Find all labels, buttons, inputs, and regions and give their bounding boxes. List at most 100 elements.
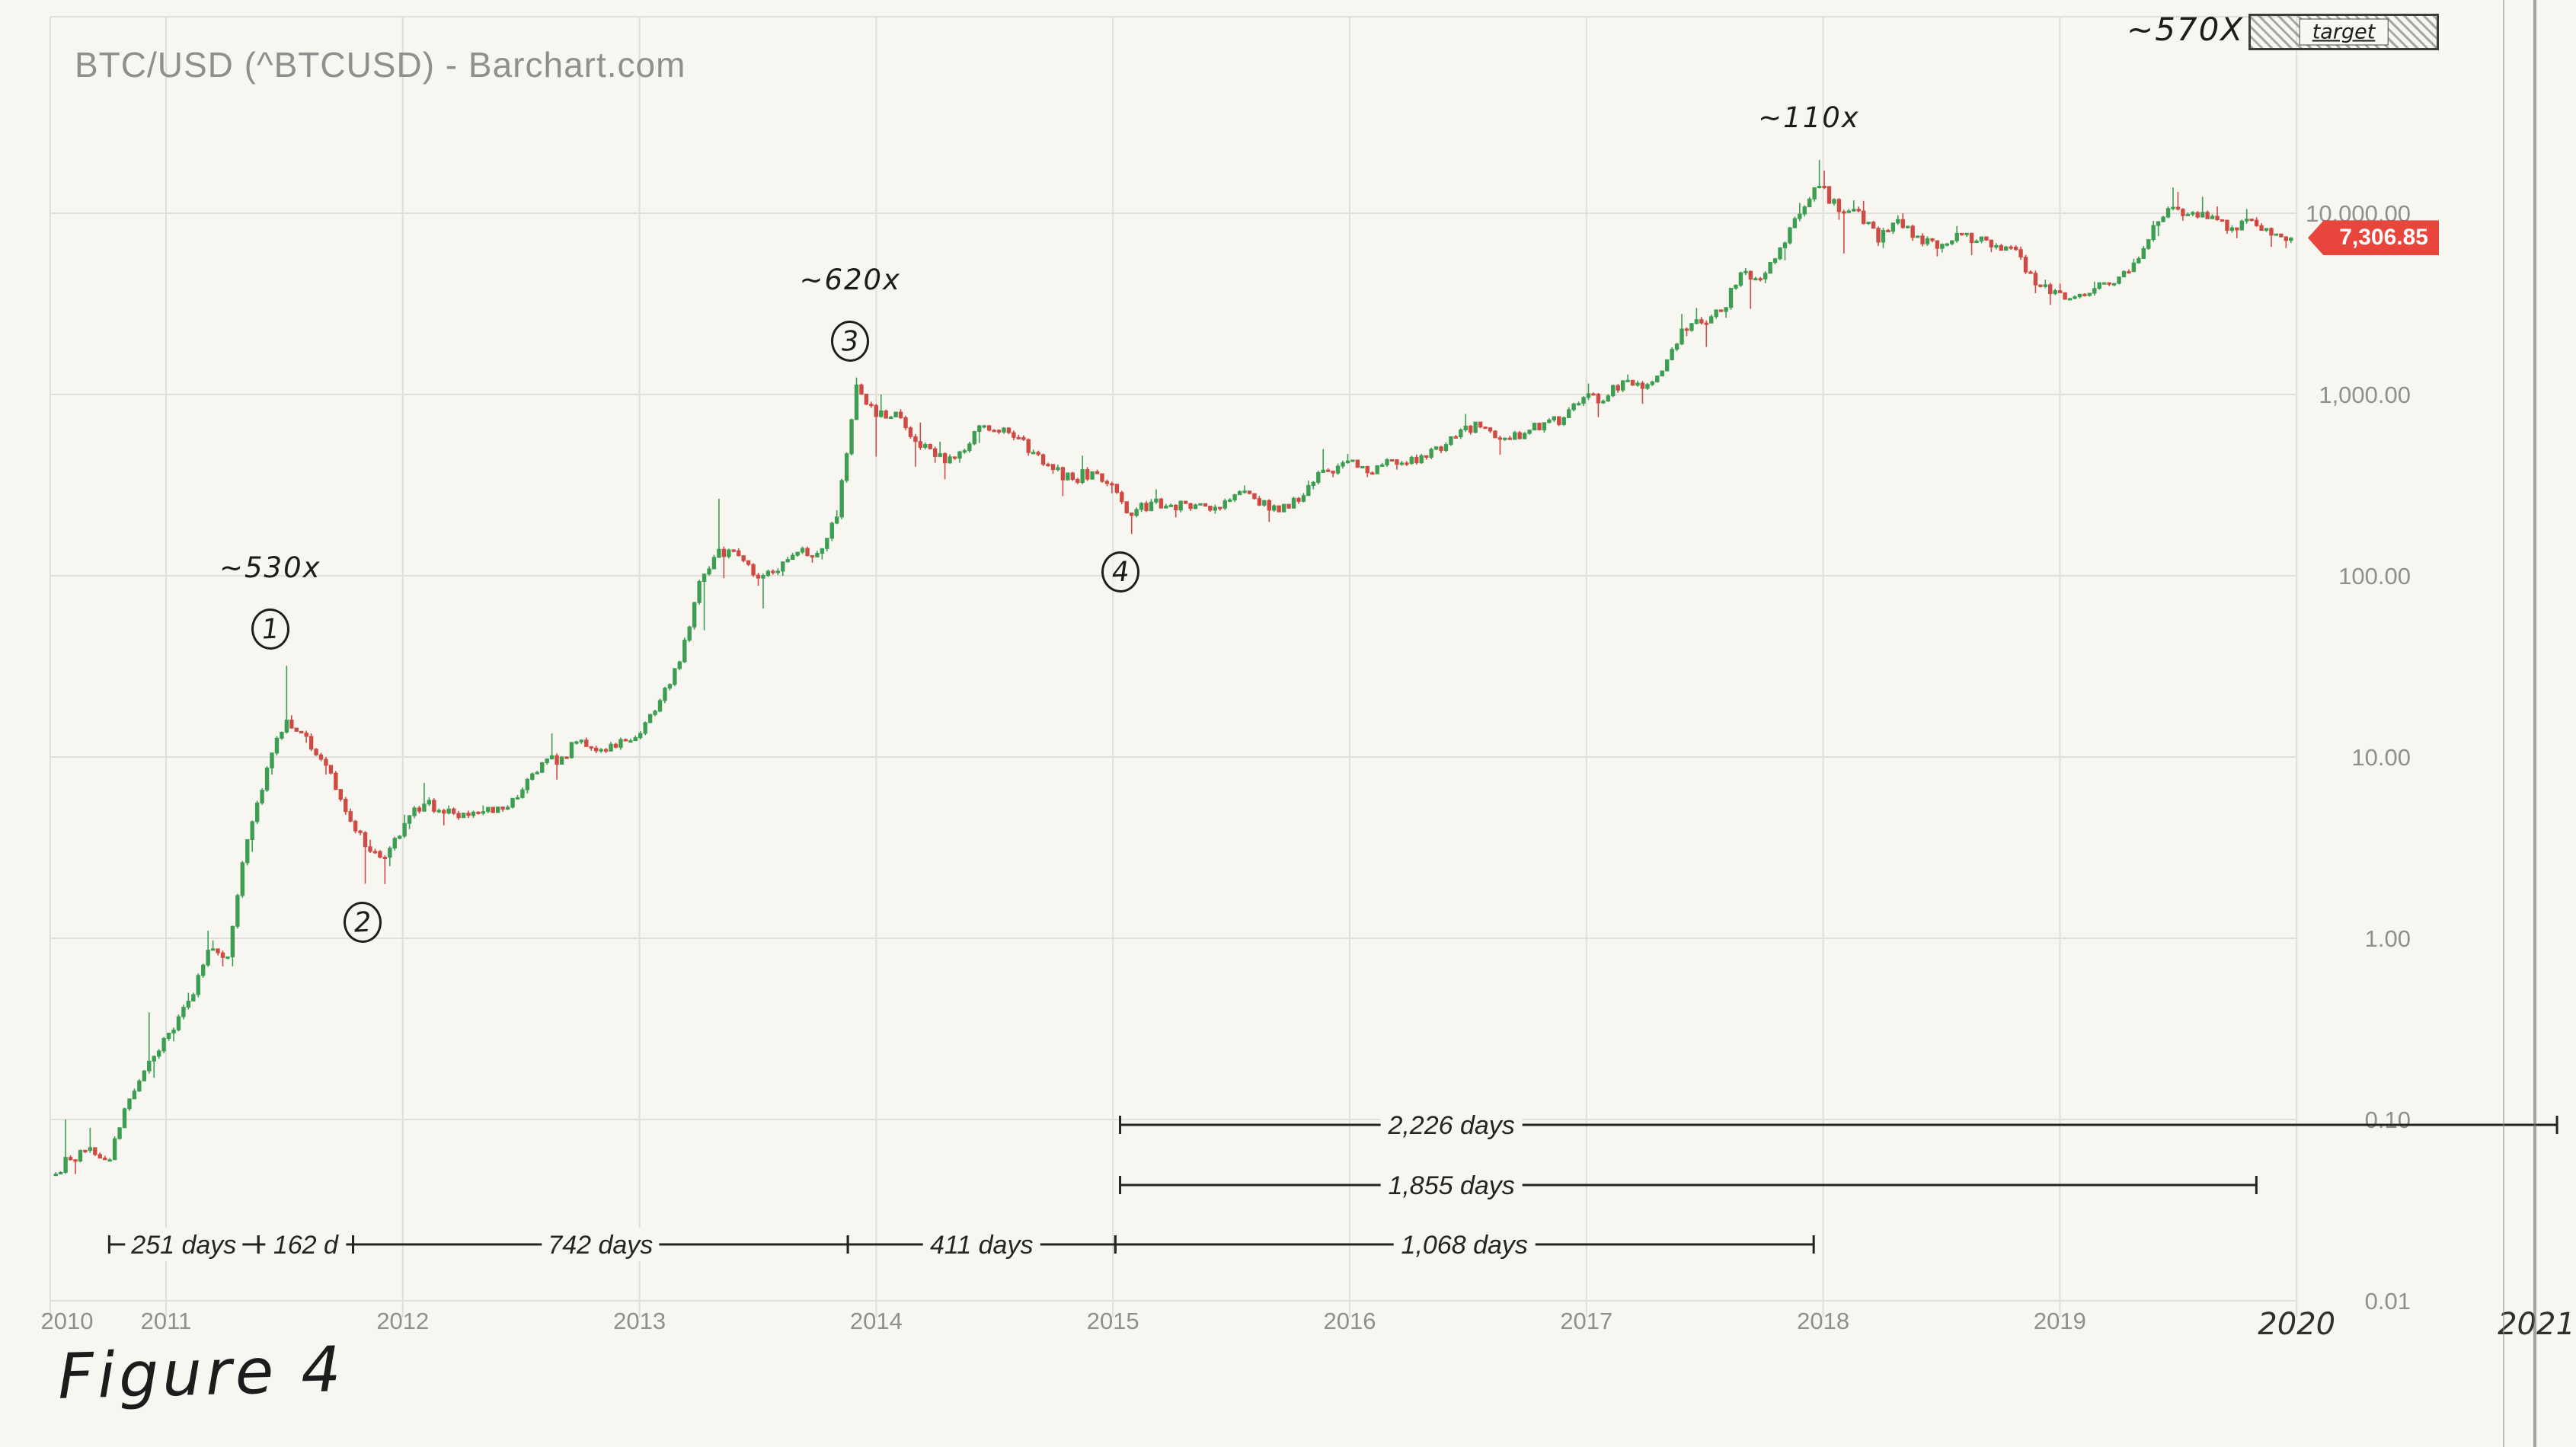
candle-up	[1031, 452, 1036, 455]
candle-up	[254, 802, 260, 823]
candle-down	[344, 798, 348, 813]
candle-up	[88, 1147, 93, 1152]
candle-down	[864, 393, 869, 405]
candle-up	[1645, 384, 1650, 389]
candle-down	[913, 436, 918, 442]
candle-up	[1601, 401, 1606, 404]
candle-up	[1635, 382, 1640, 386]
candle-up	[181, 1007, 186, 1017]
candle-down	[318, 754, 324, 760]
candle-up	[1906, 225, 1910, 228]
candle-up	[1571, 403, 1576, 410]
candle-down	[1836, 199, 1842, 212]
candle-down	[1856, 209, 1861, 212]
candle-up	[653, 711, 657, 715]
candle-down	[2033, 273, 2038, 286]
candle-up	[127, 1098, 132, 1110]
candle-down	[746, 560, 751, 565]
candle-down	[1129, 512, 1134, 516]
candle-up	[1409, 456, 1414, 465]
candle-down	[442, 810, 446, 814]
candle-down	[1247, 490, 1252, 494]
candle-up	[1419, 455, 1424, 464]
candle-up	[132, 1091, 137, 1100]
y-axis-label: 1.00	[2365, 925, 2411, 952]
candle-down	[1286, 503, 1291, 509]
candle-up	[1178, 500, 1183, 511]
candle-down	[564, 756, 569, 759]
duration-label-backing	[922, 1228, 1040, 1261]
candle-down	[2009, 246, 2013, 249]
candle-down	[2254, 219, 2259, 226]
candle-up	[1002, 427, 1006, 433]
candle-down	[2249, 219, 2254, 222]
candle-up	[1974, 240, 1979, 244]
candle-down	[1517, 432, 1522, 439]
candle-down	[771, 570, 775, 573]
candle-up	[2156, 221, 2161, 226]
candle-down	[1935, 240, 1940, 249]
candle-up	[1694, 319, 1699, 324]
candle-down	[1365, 465, 1369, 474]
candle-up	[1232, 494, 1237, 500]
candle-up	[1566, 409, 1571, 418]
candle-down	[555, 755, 559, 765]
candle-up	[673, 668, 677, 685]
candle-up	[210, 948, 216, 951]
candle-down	[1483, 426, 1488, 430]
duration-label: 162 d	[273, 1231, 339, 1260]
candle-up	[829, 522, 834, 539]
candle-up	[186, 1001, 191, 1008]
candle-up	[667, 684, 673, 689]
candle-up	[1738, 272, 1743, 286]
duration-label-backing	[1393, 1228, 1536, 1261]
candle-down	[593, 747, 599, 752]
candle-up	[535, 771, 539, 775]
candle-down	[1110, 483, 1114, 486]
candle-up	[1606, 395, 1610, 402]
candle-down	[73, 1159, 78, 1162]
candle-up	[663, 688, 667, 701]
candle-down	[304, 733, 308, 737]
candle-down	[1886, 229, 1890, 232]
cycle-marker-1: 1	[250, 607, 291, 651]
candle-up	[569, 742, 574, 759]
candle-up	[1753, 278, 1758, 281]
candle-down	[1277, 505, 1281, 513]
x-axis: 2010 2011 2012 2013 2014 2015 2016 2017 2018 2019	[41, 1308, 2086, 1334]
candle-up	[147, 1060, 152, 1072]
candle-up	[152, 1056, 156, 1062]
candle-down	[2215, 216, 2220, 221]
cycle-multiplier-label: ~530x	[219, 551, 321, 585]
candle-up	[206, 950, 210, 966]
candle-up	[240, 862, 245, 896]
candle-down	[103, 1158, 107, 1161]
candle-up	[1527, 430, 1532, 434]
x-axis-label: 2015	[1087, 1308, 1139, 1334]
candle-up	[717, 548, 721, 558]
candle-down	[898, 411, 903, 419]
candle-up	[107, 1159, 112, 1162]
candle-down	[334, 772, 338, 791]
candle-up	[1670, 349, 1674, 360]
candle-up	[2171, 206, 2175, 209]
candle-up	[1576, 403, 1581, 406]
candle-up	[530, 773, 535, 780]
candle-up	[815, 553, 820, 557]
candle-down	[1395, 459, 1399, 465]
candle-down	[451, 808, 456, 814]
candle-down	[417, 807, 422, 812]
candle-down	[751, 564, 756, 576]
candle-up	[515, 797, 520, 800]
candle-up	[1689, 323, 1694, 331]
candle-up	[2245, 219, 2249, 222]
candle-down	[1758, 278, 1763, 281]
candle-up	[392, 838, 397, 849]
candle-up	[398, 835, 402, 839]
candle-up	[1655, 375, 1660, 382]
candle-down	[1085, 469, 1090, 480]
handwritten-year-label: 2020	[2258, 1307, 2335, 1342]
candle-down	[1120, 492, 1124, 503]
candle-down	[308, 736, 314, 750]
candle-down	[382, 857, 388, 860]
